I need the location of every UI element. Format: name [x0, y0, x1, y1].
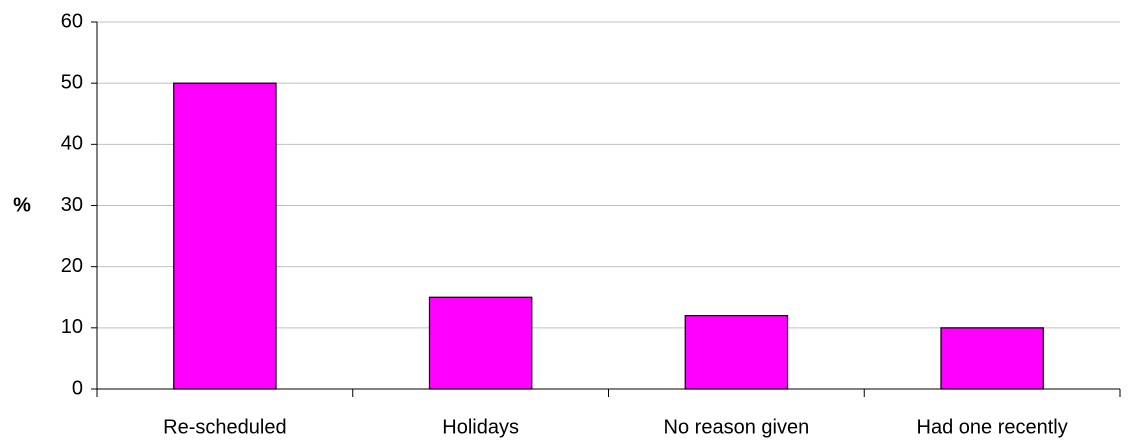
y-tick-label: 0	[72, 377, 83, 399]
y-tick-label: 40	[61, 133, 83, 155]
x-tick-label: Holidays	[442, 416, 519, 438]
bar	[428, 296, 533, 390]
bar	[684, 315, 789, 390]
x-tick-label: Had one recently	[917, 416, 1068, 438]
y-tick-label: 50	[61, 71, 83, 93]
y-tick-label: 60	[61, 10, 83, 32]
x-tick-label: No reason given	[664, 416, 810, 438]
y-tick-label: 10	[61, 316, 83, 338]
y-tick-label: 20	[61, 255, 83, 277]
y-tick-label: 30	[61, 194, 83, 216]
bar	[173, 82, 277, 390]
bar	[940, 327, 1044, 390]
y-axis-label: %	[13, 194, 31, 216]
x-tick-label: Re-scheduled	[163, 416, 286, 438]
